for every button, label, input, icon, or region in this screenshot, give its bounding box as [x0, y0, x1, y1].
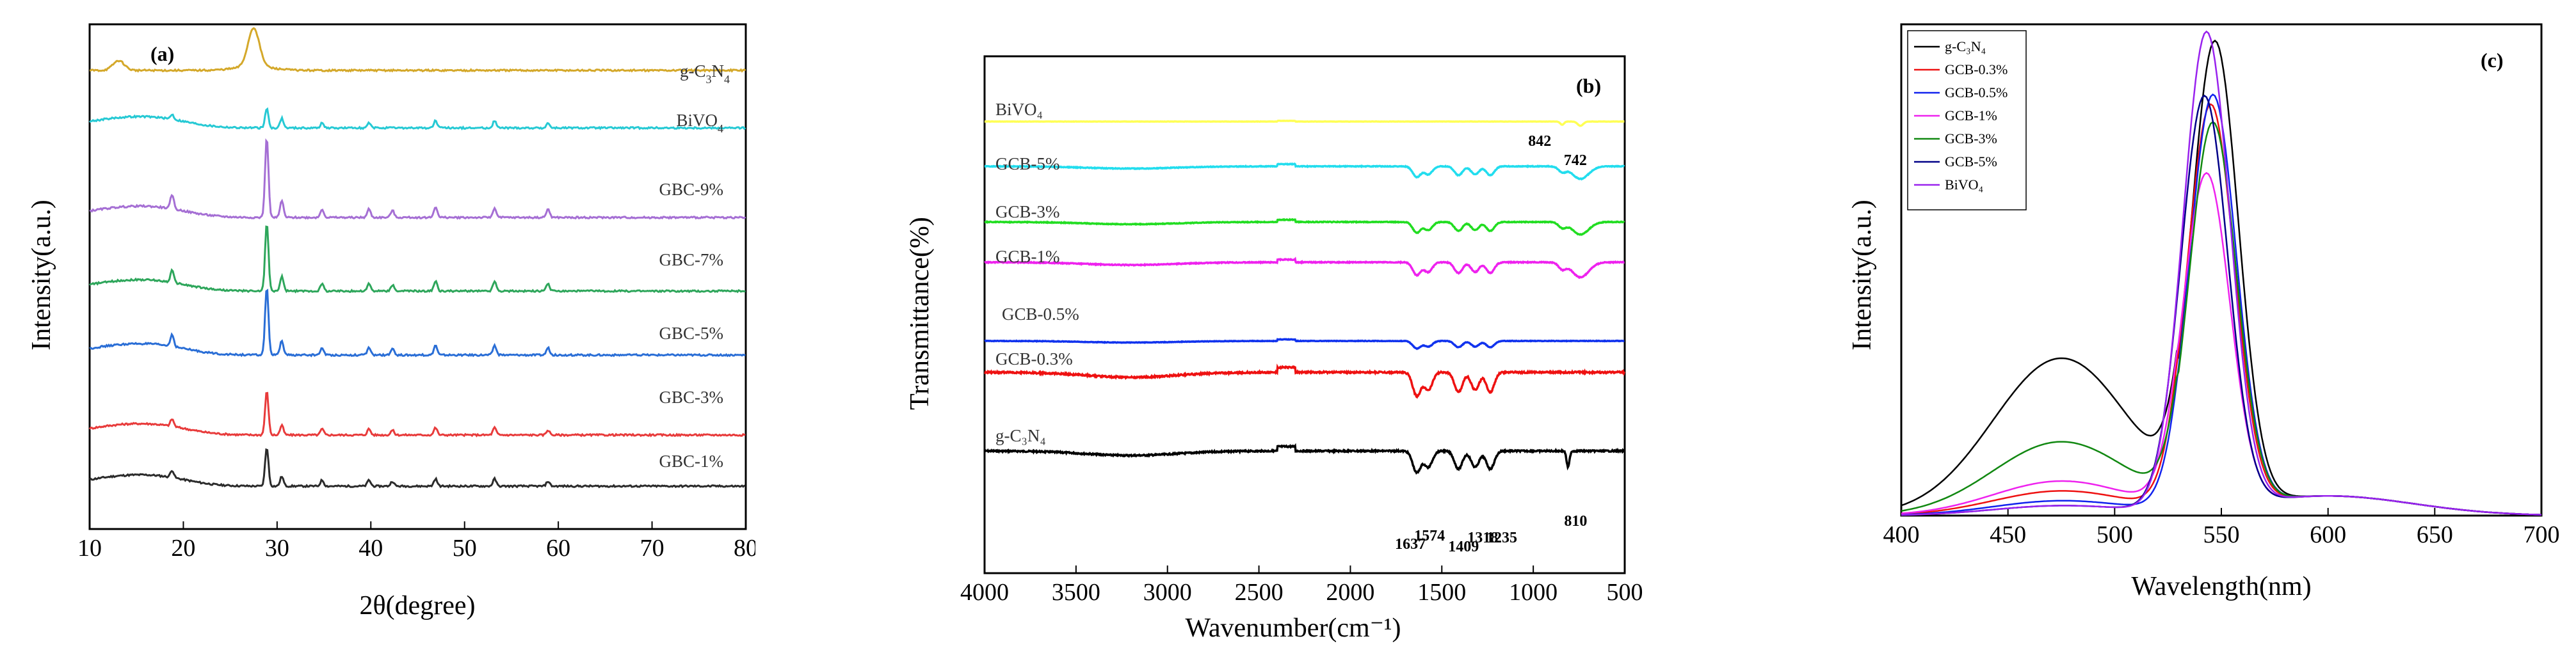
chart-c-series-line	[1901, 171, 2542, 516]
chart-c-xtick-label: 500	[2097, 521, 2133, 548]
chart-b: (b) Wavenumber(cm⁻¹) Transmittance(%) 40…	[905, 55, 1643, 643]
chart-b-frame	[983, 55, 1626, 574]
chart-b-series-line	[984, 217, 1625, 236]
chart-b-series-line	[984, 162, 1625, 181]
chart-a-series-line	[88, 391, 746, 438]
chart-c-xtick-label: 600	[2310, 521, 2346, 548]
chart-b-series-label: GCB-0.5%	[1002, 304, 1079, 324]
chart-a: (a) 2θ(degree) Intensity(a.u.) 10 20 30 40 5…	[27, 23, 758, 621]
chart-a-frame	[88, 23, 747, 530]
chart-c-legend-label: GCB-0.3%	[1945, 61, 2008, 77]
chart-b-series-line	[984, 120, 1625, 127]
chart-b-peak-label: 1318	[1467, 530, 1498, 546]
chart-a-xtick-label: 20	[171, 535, 195, 562]
chart-a-ylabel: Intensity(a.u.)	[27, 200, 56, 351]
chart-b-peak-label: 842	[1528, 133, 1551, 150]
chart-a-panel: (a) 2θ(degree) Intensity(a.u.) 10 20 30 40 5…	[0, 0, 758, 661]
chart-a-xtick-label: 40	[358, 535, 383, 562]
chart-b-peak-label: 1637	[1395, 536, 1426, 553]
chart-b-series-line	[984, 338, 1625, 351]
chart-b-xtick-label: 3000	[1143, 579, 1192, 606]
chart-b-series-line	[984, 257, 1625, 279]
chart-c-xtick-label: 450	[1990, 521, 2026, 548]
chart-c-series-line	[1901, 30, 2542, 516]
chart-b-peak-label: 810	[1564, 513, 1587, 530]
chart-b-peak-label: 1409	[1448, 539, 1479, 555]
chart-c-xtick-label: 400	[1883, 521, 1920, 548]
chart-a-xlabel: 2θ(degree)	[359, 591, 475, 621]
chart-b-xtick-label: 1000	[1509, 579, 1558, 606]
chart-b-panel-letter: (b)	[1576, 74, 1601, 97]
chart-b-peak-label: 742	[1564, 152, 1587, 169]
chart-b-series-label: GCB-0.3%	[995, 349, 1073, 368]
chart-c-xtick-label: 700	[2524, 521, 2560, 548]
chart-a-xtick-label: 70	[640, 535, 664, 562]
chart-a-series-label: GBC-1%	[659, 452, 724, 471]
chart-b-xtick-label: 3500	[1052, 579, 1100, 606]
chart-c-legend-label: BiVO₄	[1945, 177, 1983, 193]
chart-a-series-line	[88, 225, 746, 294]
chart-b-panel: (b) Wavenumber(cm⁻¹) Transmittance(%) 40…	[896, 0, 1664, 661]
chart-b-series-label: BiVO₄	[995, 100, 1043, 119]
chart-c-legend-box	[1907, 30, 2027, 210]
chart-c-legend-label: GCB-3%	[1945, 130, 1997, 146]
chart-a-series-label: GBC-9%	[659, 180, 724, 199]
chart-b-xtick-label: 500	[1607, 579, 1643, 606]
chart-b-series-label: GCB-1%	[995, 247, 1060, 266]
chart-a-series-label: GBC-5%	[659, 324, 724, 343]
chart-b-xlabel: Wavenumber(cm⁻¹)	[1186, 613, 1401, 643]
chart-b-xtick-label: 1500	[1417, 579, 1466, 606]
chart-b-series-label: GCB-3%	[995, 202, 1060, 221]
chart-b-peak-label: 1235	[1486, 530, 1517, 546]
chart-b-series-label: GCB-5%	[995, 154, 1060, 173]
chart-b-ylabel: Transmittance(%)	[905, 217, 935, 410]
chart-a-xtick-label: 80	[734, 535, 755, 562]
chart-b-xtick-label: 4000	[960, 579, 1009, 606]
chart-c-panel: (c) Wavelength(nm) Intensity(a.u.) 400 45…	[1837, 0, 2576, 661]
chart-c-legend-label: GCB-1%	[1945, 107, 1997, 123]
chart-b-xtick-label: 2000	[1326, 579, 1374, 606]
chart-a-series-line	[89, 448, 746, 489]
chart-c-xlabel: Wavelength(nm)	[2131, 572, 2311, 601]
chart-a-series-line	[89, 289, 746, 358]
chart-c-legend-label: GCB-5%	[1945, 154, 1997, 170]
chart-a-series-line	[89, 138, 746, 220]
chart-b-xtick-label: 2500	[1235, 579, 1284, 606]
chart-c: (c) Wavelength(nm) Intensity(a.u.) 400 45…	[1847, 23, 2560, 601]
chart-b-series-label: g-C₃N₄	[995, 426, 1046, 445]
chart-b-peak-label: 1574	[1414, 528, 1445, 544]
chart-b-series-line	[984, 363, 1626, 399]
chart-c-ylabel: Intensity(a.u.)	[1847, 200, 1877, 351]
chart-c-xtick-label: 550	[2203, 521, 2240, 548]
chart-b-series-line	[984, 443, 1625, 475]
chart-a-series-line	[89, 107, 746, 130]
chart-a-panel-letter: (a)	[150, 42, 174, 65]
chart-c-xtick-label: 650	[2417, 521, 2453, 548]
chart-c-legend-label: g-C₃N₄	[1945, 38, 1986, 54]
chart-a-series-label: GBC-3%	[659, 388, 724, 407]
chart-a-xtick-label: 10	[77, 535, 102, 562]
chart-c-legend-label: GCB-0.5%	[1945, 84, 2008, 100]
chart-a-xtick-label: 30	[265, 535, 289, 562]
chart-a-xtick-label: 50	[453, 535, 477, 562]
chart-c-panel-letter: (c)	[2481, 49, 2504, 72]
chart-a-series-line	[89, 27, 746, 73]
chart-a-xtick-label: 60	[546, 535, 570, 562]
chart-a-series-label: GBC-7%	[659, 250, 724, 269]
